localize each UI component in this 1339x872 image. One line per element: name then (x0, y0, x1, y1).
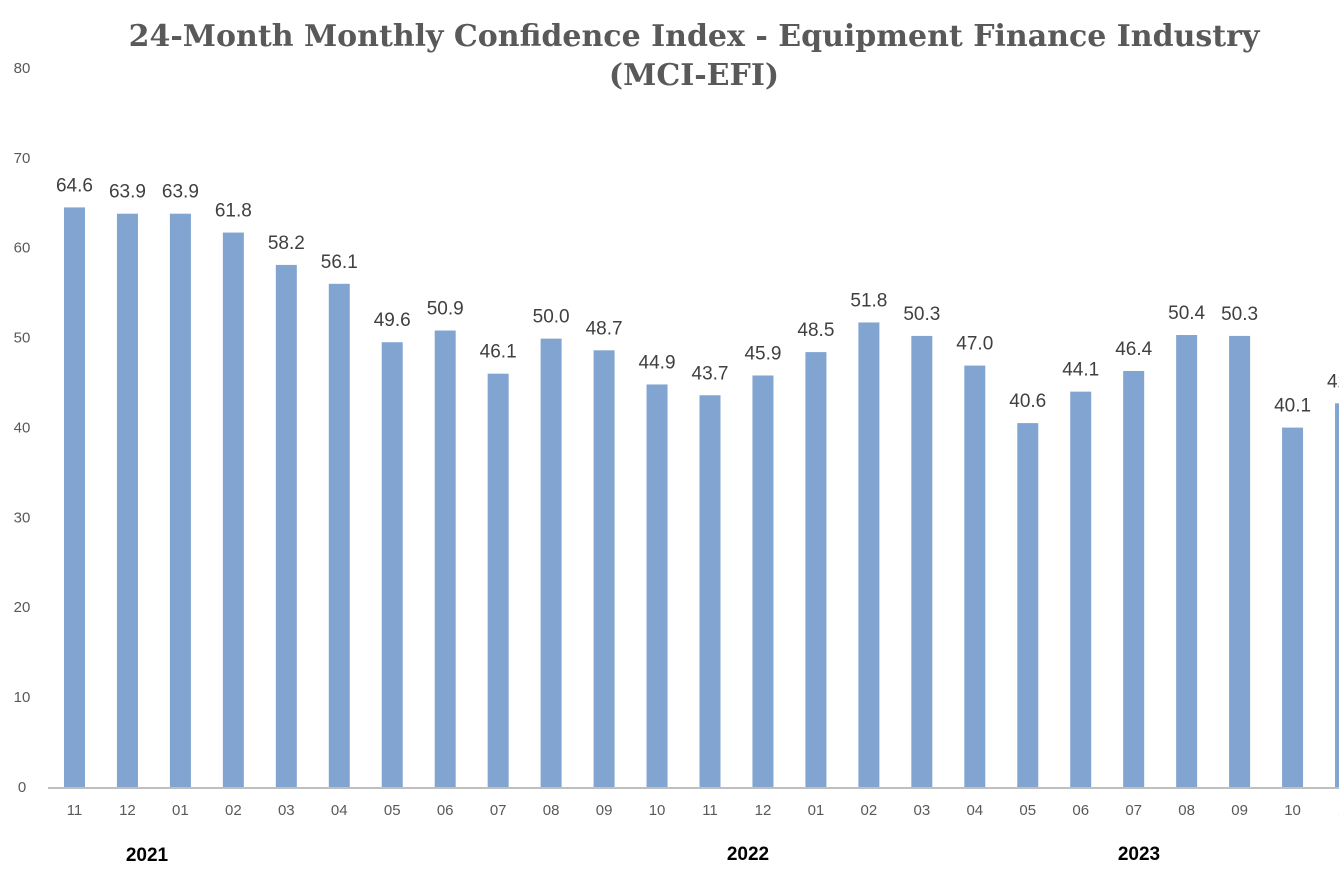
bar (116, 213, 138, 789)
value-label: 42.8 (1327, 371, 1339, 392)
bar (805, 352, 827, 788)
x-tick-label: 11 (1338, 802, 1339, 819)
value-label: 44.9 (639, 352, 676, 373)
value-label: 43.7 (692, 363, 729, 384)
bar (593, 350, 615, 788)
x-tick-label: 02 (225, 802, 242, 819)
x-tick-label: 05 (1019, 802, 1036, 819)
x-tick-label: 08 (1178, 802, 1195, 819)
x-tick-label: 09 (596, 802, 613, 819)
x-tick-label: 05 (384, 802, 401, 819)
x-tick-label: 07 (490, 802, 507, 819)
bar (1123, 370, 1145, 788)
x-tick-label: 11 (67, 802, 83, 819)
bar (1282, 427, 1304, 788)
x-tick-label: 10 (649, 802, 666, 819)
value-label: 50.3 (903, 304, 940, 325)
value-label: 58.2 (268, 233, 305, 254)
y-tick-label: 10 (14, 689, 31, 706)
value-label: 50.9 (427, 299, 464, 320)
y-tick-label: 60 (14, 240, 31, 257)
y-tick-label: 30 (14, 509, 31, 526)
bar (1335, 403, 1339, 788)
value-label: 64.6 (56, 175, 93, 196)
value-label: 48.5 (797, 320, 834, 341)
value-label: 44.1 (1062, 360, 1099, 381)
x-tick-label: 01 (172, 802, 189, 819)
value-label: 61.8 (215, 201, 252, 222)
x-tick-label: 03 (278, 802, 295, 819)
bar (434, 330, 456, 788)
year-label: 2023 (1118, 844, 1160, 865)
x-tick-label: 03 (913, 802, 930, 819)
bar (1229, 335, 1251, 788)
x-tick-label: 12 (755, 802, 772, 819)
x-tick-label: 08 (543, 802, 560, 819)
value-label: 46.4 (1115, 339, 1152, 360)
value-label: 40.1 (1274, 396, 1311, 417)
value-label: 46.1 (480, 342, 517, 363)
value-label: 56.1 (321, 252, 358, 273)
bar (540, 338, 562, 788)
bar (911, 335, 933, 788)
x-tick-label: 09 (1231, 802, 1248, 819)
x-tick-label: 02 (861, 802, 878, 819)
year-label: 2022 (727, 844, 769, 865)
bar (222, 232, 244, 788)
chart-title: (MCI-EFI) (609, 58, 779, 93)
y-tick-label: 50 (14, 330, 31, 347)
bar (381, 342, 403, 788)
x-tick-label: 06 (1072, 802, 1089, 819)
bar (752, 375, 774, 788)
bar (169, 213, 191, 789)
value-label: 50.0 (533, 307, 570, 328)
bar (63, 207, 85, 789)
bar (964, 365, 986, 788)
year-label: 2021 (126, 845, 169, 866)
x-tick-label: 10 (1284, 802, 1301, 819)
value-label: 63.9 (162, 182, 199, 203)
bar (1070, 391, 1092, 788)
y-tick-label: 40 (14, 419, 31, 436)
y-tick-label: 0 (18, 779, 26, 796)
x-tick-label: 07 (1125, 802, 1142, 819)
bar (275, 264, 297, 788)
value-label: 48.7 (586, 318, 623, 339)
value-label: 49.6 (374, 310, 411, 331)
x-tick-label: 11 (702, 802, 718, 819)
y-tick-label: 80 (14, 60, 31, 77)
bar (328, 283, 350, 788)
x-tick-label: 04 (331, 802, 348, 819)
x-tick-label: 01 (808, 802, 825, 819)
bar (646, 384, 668, 788)
value-label: 45.9 (744, 343, 781, 364)
value-label: 51.8 (850, 290, 887, 311)
value-label: 63.9 (109, 182, 146, 203)
x-tick-label: 04 (966, 802, 983, 819)
y-tick-label: 70 (14, 150, 31, 167)
value-label: 50.4 (1168, 303, 1205, 324)
bar (699, 395, 721, 788)
y-tick-label: 20 (14, 599, 31, 616)
x-tick-label: 06 (437, 802, 454, 819)
value-label: 47.0 (956, 334, 993, 355)
chart-title: 24-Month Monthly Confidence Index - Equi… (129, 19, 1261, 54)
value-label: 50.3 (1221, 304, 1258, 325)
x-tick-label: 12 (119, 802, 136, 819)
bar (487, 373, 509, 788)
bar (1017, 423, 1039, 788)
bar (858, 322, 880, 788)
bar (1176, 335, 1198, 788)
value-label: 40.6 (1009, 391, 1046, 412)
